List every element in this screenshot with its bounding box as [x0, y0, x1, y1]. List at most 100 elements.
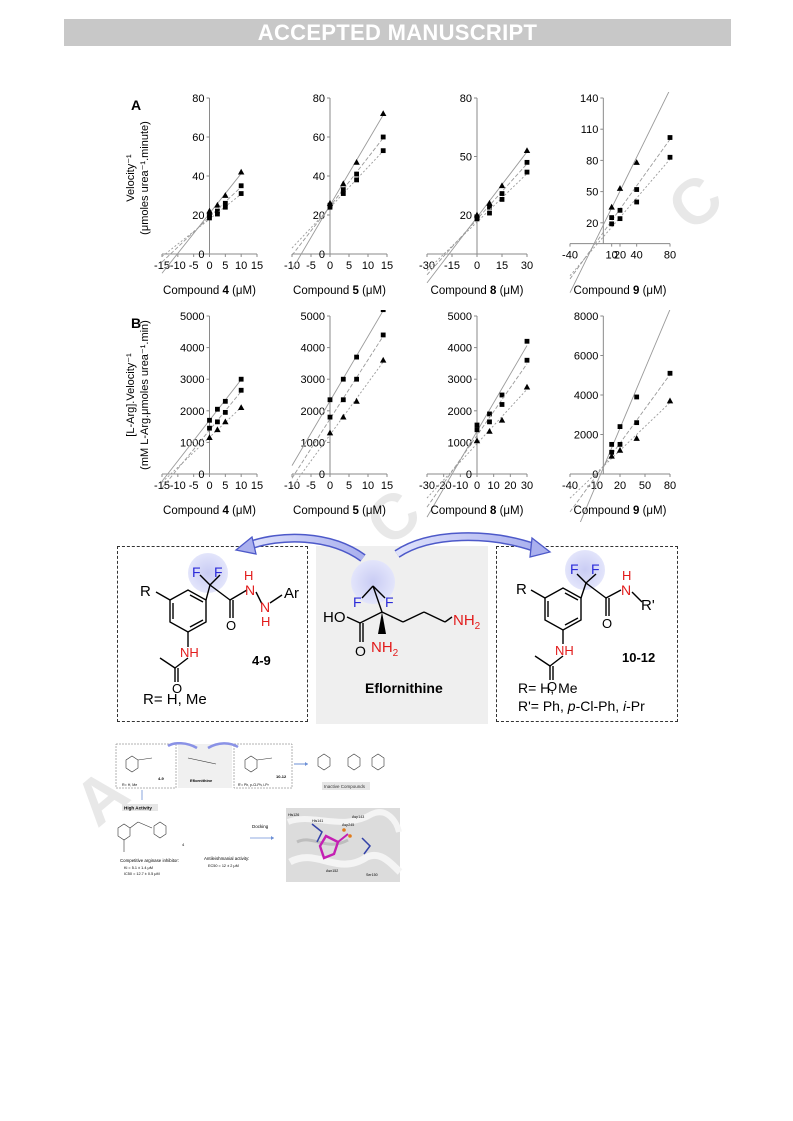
data-point-square [238, 387, 244, 393]
scheme-box-eflornithine [316, 546, 488, 724]
x-tick-label: 20 [504, 480, 516, 492]
left-r-definition: R= H, Me [143, 691, 207, 708]
y-tick-label: 5000 [180, 311, 204, 323]
left-r-label: R [140, 583, 151, 600]
x-tick-label: 15 [381, 480, 393, 492]
y-tick-label: 80 [586, 155, 598, 167]
right-r-label: R [516, 581, 527, 598]
right-f2: F [591, 561, 600, 577]
y-tick-label: 20 [192, 210, 204, 222]
y-tick-label: 3000 [180, 374, 204, 386]
row-a-ylabel-2: (μmoles urea⁻¹.minute) [139, 121, 151, 235]
ga-mini-left-number: 4-9 [158, 776, 165, 781]
x-tick-label: 10 [362, 480, 374, 492]
x-tick-label: 15 [251, 260, 263, 272]
row-b-ylabel-2: (mM L-Arg.μmoles urea⁻¹.min) [139, 320, 151, 470]
ga-inactive-label: Inactive Compounds [324, 784, 366, 789]
data-point-square [340, 397, 346, 403]
data-point-square [634, 394, 640, 400]
data-point-square [487, 411, 492, 417]
series-fit-line [291, 150, 384, 249]
ga-docking-image [286, 808, 403, 882]
chemical-scheme: R F F H N N H Ar O NH O 4-9 R= H, Me F F… [140, 532, 655, 714]
x-tick-label: 0 [327, 480, 333, 492]
data-point-square [474, 422, 480, 428]
data-point-triangle [222, 418, 229, 425]
ga-mini-rp: R'= Ph, p-Cl-Ph, i-Pr [238, 783, 270, 787]
data-point-triangle [340, 180, 347, 187]
x-tick-label: -5 [306, 260, 316, 272]
data-point-triangle [486, 427, 493, 434]
data-point-triangle [486, 199, 493, 206]
ga-anti-title: Antileishmanial activity: [204, 856, 249, 861]
data-point-triangle [222, 192, 229, 198]
data-point-square [474, 216, 480, 222]
data-point-square [634, 187, 640, 192]
right-rprime: R' [641, 597, 655, 614]
data-point-square [667, 154, 673, 160]
data-point-square [617, 216, 623, 222]
data-point-square [215, 406, 220, 412]
data-point-square [207, 425, 212, 431]
figure-labels: A B Velocity⁻¹ (μmoles urea⁻¹.minute) [L… [125, 97, 151, 470]
x-tick-label: 10 [606, 250, 618, 262]
x-axis-label: Compound 4 (μM) [163, 285, 256, 297]
mid-nh2-amine: NH2 [371, 639, 399, 659]
x-tick-label: 10 [235, 480, 247, 492]
x-tick-label: 0 [206, 480, 212, 492]
data-point-triangle [206, 434, 213, 441]
data-point-square [634, 420, 640, 426]
y-tick-label: 20 [586, 218, 598, 230]
data-point-triangle [498, 416, 506, 423]
x-tick-label: 80 [664, 250, 676, 262]
data-point-triangle [214, 426, 221, 433]
series-fit-line [291, 137, 384, 256]
data-point-square [487, 419, 492, 425]
row-b-ylabel-1: [L-Arg].Velocity⁻¹ [125, 353, 137, 437]
y-tick-label: 80 [313, 93, 325, 105]
x-tick-label: -10 [587, 480, 603, 492]
right-h: H [622, 568, 631, 583]
x-tick-label: -5 [306, 480, 316, 492]
x-tick-label: -40 [562, 250, 578, 262]
data-point-square [354, 354, 359, 360]
ga-residue: His126 [288, 813, 299, 817]
mid-f2: F [385, 594, 394, 610]
left-ar: Ar [284, 585, 299, 602]
ga-high-activity: High Activity [124, 806, 152, 811]
series-fit-line [291, 310, 384, 466]
y-tick-label: 4000 [448, 343, 472, 355]
x-tick-label: -10 [284, 480, 300, 492]
panel-label-b: B [131, 315, 141, 331]
plot-a-compound-8: 20 50 80 -30 -15 0 15 30 Compound 8 (μM) [419, 93, 533, 297]
data-point-square [207, 212, 212, 218]
series-fit-line [291, 114, 384, 270]
data-point-square [609, 449, 615, 455]
x-tick-label: -10 [170, 480, 186, 492]
data-point-triangle [608, 203, 615, 210]
series-fit-line [161, 193, 242, 257]
y-tick-label: 50 [460, 152, 472, 164]
y-tick-label: 40 [192, 171, 204, 183]
data-point-triangle [633, 435, 640, 441]
y-tick-label: 110 [581, 124, 599, 136]
wedge-bond [378, 612, 386, 634]
data-point-square [340, 187, 346, 193]
right-o2: O [547, 679, 557, 694]
data-point-square [617, 424, 623, 429]
ga-residue: Asp245 [342, 823, 354, 827]
structure-compounds-10-12 [530, 550, 643, 680]
data-point-square [215, 419, 220, 425]
x-tick-label: -10 [452, 480, 468, 492]
data-point-triangle [523, 383, 531, 390]
x-axis-label: Compound 9 (μM) [574, 505, 667, 517]
y-tick-label: 80 [460, 93, 472, 105]
data-point-square [499, 392, 505, 398]
ga-comp-b2: IC50 = 12.7 ± 0.5 μM [124, 872, 160, 876]
data-point-square [354, 171, 359, 177]
arrow-to-left-icon [234, 533, 366, 562]
data-point-square [238, 183, 244, 189]
